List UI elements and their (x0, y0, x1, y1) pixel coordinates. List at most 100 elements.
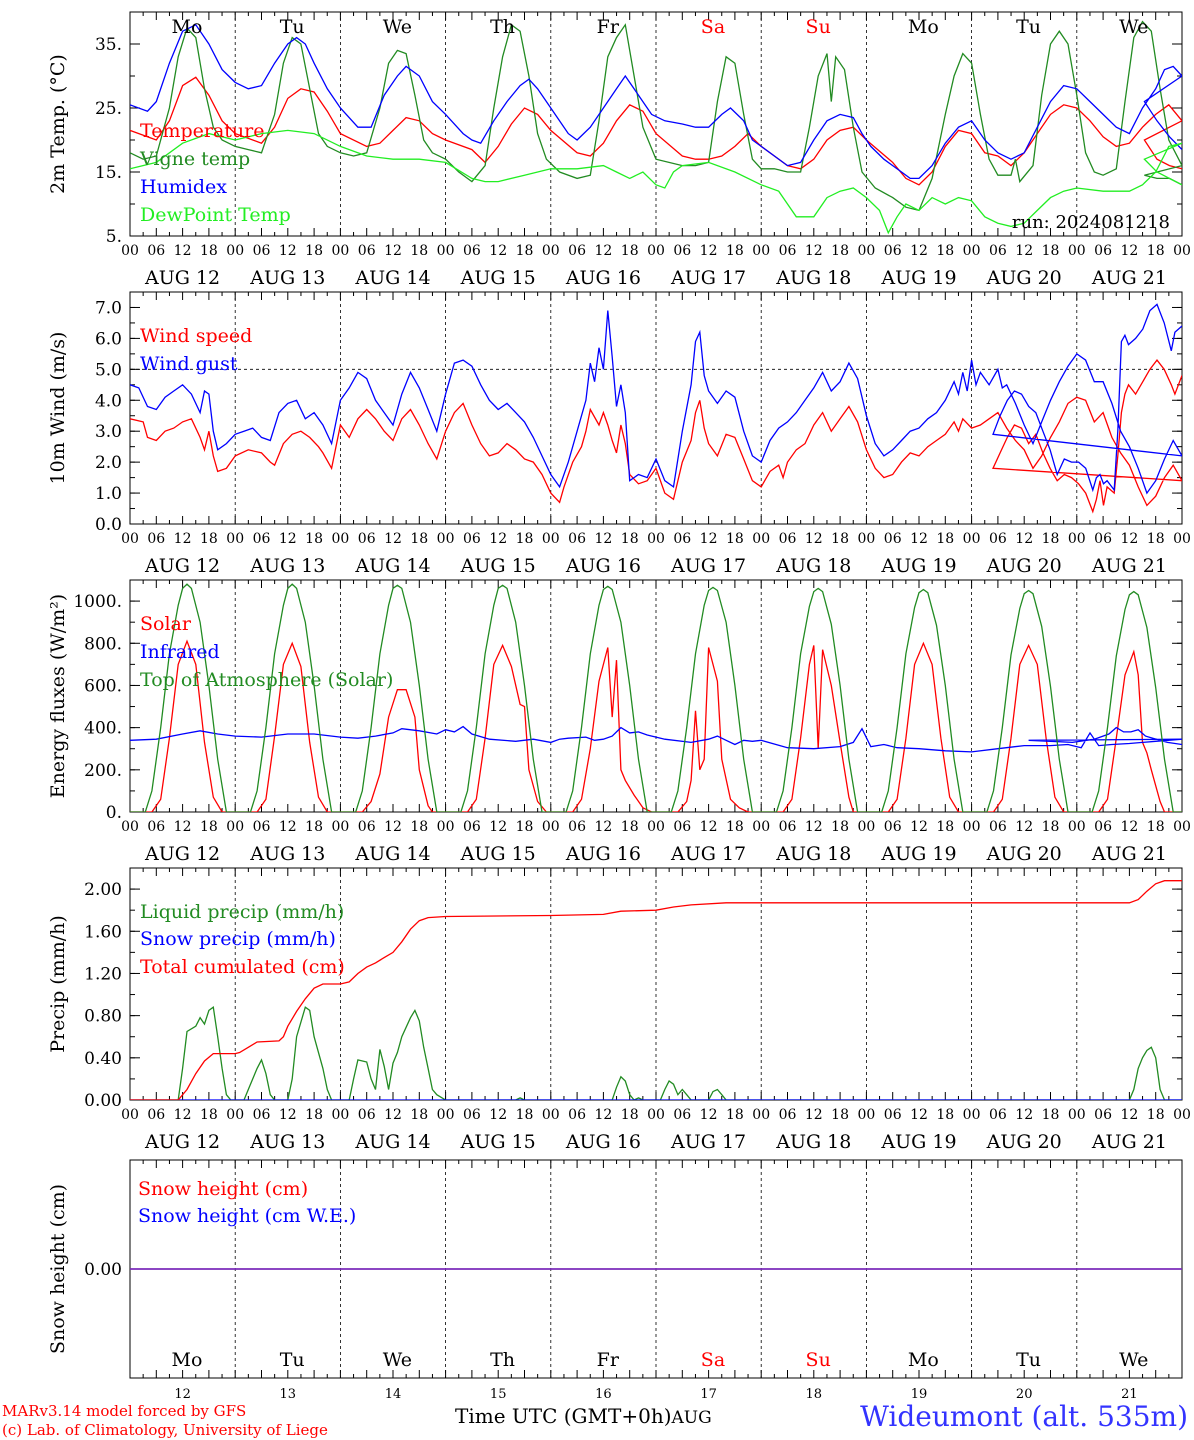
hour-tick-label: 06 (673, 531, 691, 547)
hour-tick-label: 18 (200, 819, 218, 835)
hour-tick-label: 06 (1094, 531, 1112, 547)
hour-tick-label: 00 (226, 531, 244, 547)
hour-tick-label: 12 (174, 531, 192, 547)
day-number-label: 14 (385, 1387, 402, 1402)
hour-tick-label: 06 (568, 819, 586, 835)
hour-tick-label: 12 (1015, 1107, 1033, 1123)
hour-tick-label: 12 (489, 531, 507, 547)
date-label: AUG 18 (775, 1131, 851, 1153)
hour-tick-label: 06 (358, 243, 376, 259)
day-number-label: 18 (806, 1387, 823, 1402)
hour-tick-label: 12 (384, 243, 402, 259)
date-label: AUG 20 (986, 555, 1062, 577)
series-line-liquid-precip-mm-h- (130, 1006, 1182, 1100)
hour-tick-label: 06 (989, 1107, 1007, 1123)
hour-tick-label: 18 (831, 243, 849, 259)
hour-tick-label: 12 (1015, 243, 1033, 259)
hour-tick-label: 00 (1173, 531, 1191, 547)
y-tick-label: 7.0 (95, 298, 122, 318)
hour-tick-label: 06 (884, 531, 902, 547)
hour-tick-label: 18 (726, 819, 744, 835)
hour-tick-label: 06 (147, 243, 165, 259)
hour-tick-label: 12 (279, 1107, 297, 1123)
hour-tick-label: 18 (516, 819, 534, 835)
hour-tick-label: 12 (174, 819, 192, 835)
hour-tick-label: 12 (174, 243, 192, 259)
date-label: AUG 16 (565, 267, 641, 289)
date-label: AUG 16 (565, 555, 641, 577)
hour-tick-label: 00 (1173, 1107, 1191, 1123)
hour-tick-label: 18 (726, 531, 744, 547)
weekday-label-top: Tu (280, 16, 305, 38)
y-tick-label: 0.0 (95, 515, 122, 535)
weekday-label-top: Mo (908, 16, 939, 38)
hour-tick-label: 06 (779, 1107, 797, 1123)
date-label: AUG 17 (670, 555, 746, 577)
hour-tick-label: 18 (621, 1107, 639, 1123)
hour-tick-label: 06 (1094, 243, 1112, 259)
hour-tick-label: 06 (463, 243, 481, 259)
hour-tick-label: 12 (384, 819, 402, 835)
hour-tick-label: 18 (410, 243, 428, 259)
weekday-label-bottom: Tu (280, 1349, 305, 1371)
hour-tick-label: 06 (147, 1107, 165, 1123)
hour-tick-label: 06 (673, 243, 691, 259)
hour-tick-label: 12 (594, 531, 612, 547)
date-label: AUG 17 (670, 1131, 746, 1153)
hour-tick-label: 06 (1094, 1107, 1112, 1123)
legend-entry: Top of Atmosphere (Solar) (140, 669, 393, 691)
hour-tick-label: 00 (542, 243, 560, 259)
hour-tick-label: 00 (331, 819, 349, 835)
weekday-label-bottom: Fr (597, 1349, 620, 1371)
weekday-label-top: We (1119, 16, 1148, 38)
panel-2: 0.0 1.0 2.0 3.0 4.0 5.0 6.0 7.0 10m Wind (m/s) Wi… (47, 291, 1191, 577)
date-label: AUG 15 (460, 1131, 536, 1153)
x-axis-month: AUG (671, 1408, 712, 1428)
hour-tick-label: 18 (1042, 531, 1060, 547)
hour-tick-label: 00 (121, 819, 139, 835)
date-label: AUG 21 (1091, 267, 1167, 289)
series-line-solar (130, 639, 1182, 812)
legend-entry: Wind gust (140, 353, 238, 375)
hour-tick-label: 00 (226, 819, 244, 835)
hour-tick-label: 12 (384, 531, 402, 547)
date-label: AUG 15 (460, 267, 536, 289)
hour-tick-label: 06 (568, 243, 586, 259)
y-tick-label: 4.0 (95, 391, 122, 411)
hour-tick-label: 18 (936, 1107, 954, 1123)
hour-tick-label: 18 (831, 819, 849, 835)
legend-entry: DewPoint Temp (140, 204, 291, 226)
hour-tick-label: 12 (384, 1107, 402, 1123)
hour-tick-label: 00 (542, 819, 560, 835)
y-tick-label: 2.0 (95, 453, 122, 473)
hour-tick-label: 00 (121, 1107, 139, 1123)
hour-tick-label: 18 (621, 531, 639, 547)
date-label: AUG 20 (986, 843, 1062, 865)
day-number-label: 20 (1016, 1387, 1033, 1402)
weekday-label-top: Fr (597, 16, 620, 38)
legend-entry: Humidex (140, 176, 227, 198)
hour-tick-label: 00 (437, 531, 455, 547)
hour-tick-label: 00 (752, 819, 770, 835)
y-tick-label: 35. (95, 35, 122, 55)
hour-tick-label: 12 (174, 1107, 192, 1123)
panel-1: 5. 15. 25. 35. 2m Temp. (°C) Temperature Vigne… (47, 11, 1191, 289)
date-label: AUG 20 (986, 267, 1062, 289)
day-number-label: 19 (911, 1387, 928, 1402)
panel-5: 0.00 Snow height (cm) Snow height (cm) Snow… (47, 1159, 1183, 1379)
hour-tick-label: 06 (989, 531, 1007, 547)
date-label: AUG 12 (144, 843, 220, 865)
hour-tick-label: 06 (568, 531, 586, 547)
hour-tick-label: 12 (910, 819, 928, 835)
hour-tick-label: 12 (805, 531, 823, 547)
hour-tick-label: 06 (673, 1107, 691, 1123)
hour-tick-label: 12 (805, 1107, 823, 1123)
legend-entry: Total cumulated (cm) (140, 956, 345, 978)
hour-tick-label: 18 (1042, 243, 1060, 259)
hour-tick-label: 00 (121, 243, 139, 259)
hour-tick-label: 12 (1120, 1107, 1138, 1123)
hour-tick-label: 12 (594, 819, 612, 835)
hour-tick-label: 12 (489, 819, 507, 835)
y-tick-label: 800. (84, 634, 122, 654)
